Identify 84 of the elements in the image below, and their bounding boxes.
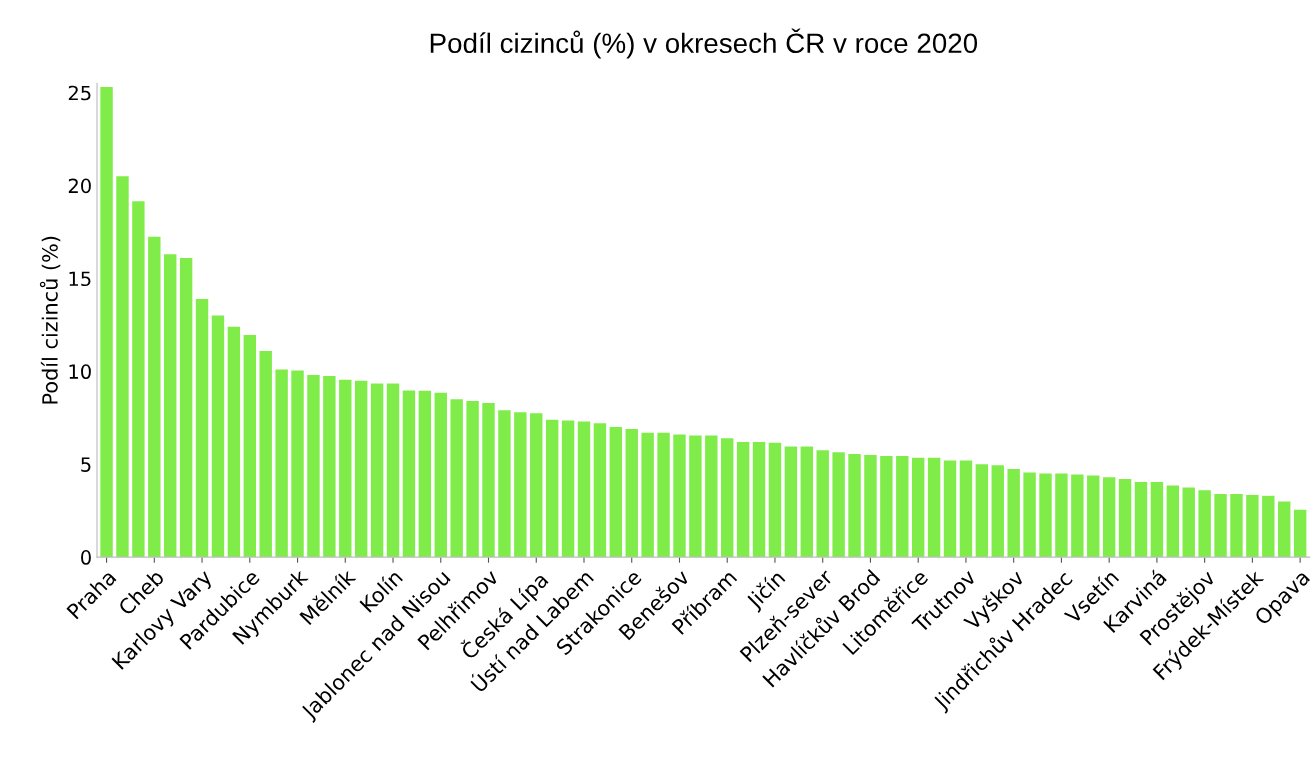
bar xyxy=(1166,485,1180,558)
bar xyxy=(561,420,575,558)
bar xyxy=(323,375,336,558)
bar xyxy=(864,454,877,558)
y-tick-label: 20 xyxy=(68,178,91,194)
bar xyxy=(1039,473,1052,558)
bar xyxy=(1150,481,1164,558)
bar xyxy=(1182,487,1195,558)
bar xyxy=(339,379,352,558)
bar xyxy=(736,441,750,558)
bar xyxy=(1055,473,1068,558)
bar xyxy=(1278,501,1291,558)
bar xyxy=(434,392,447,558)
bar xyxy=(768,442,782,558)
bar xyxy=(848,454,861,558)
bar xyxy=(721,438,734,558)
bar xyxy=(370,383,384,558)
y-axis-title: Podíl cizinců (%) xyxy=(39,236,61,404)
bar xyxy=(243,335,256,558)
bar xyxy=(927,457,941,558)
bar xyxy=(1087,475,1100,558)
bar xyxy=(259,350,272,558)
bar xyxy=(1262,495,1275,558)
bar xyxy=(911,457,925,558)
bar xyxy=(386,383,400,558)
bar xyxy=(164,254,177,558)
bar xyxy=(832,452,845,558)
y-tick-label: 15 xyxy=(69,271,91,287)
bar xyxy=(132,201,145,558)
bar xyxy=(657,432,670,558)
bar xyxy=(593,423,607,558)
bar xyxy=(418,390,432,558)
bar xyxy=(625,428,638,558)
bar xyxy=(943,460,957,558)
bar xyxy=(800,446,813,558)
bar xyxy=(1293,509,1307,558)
y-tick-label: 5 xyxy=(81,457,91,472)
bar xyxy=(466,401,479,558)
bar xyxy=(689,435,702,558)
bar xyxy=(211,315,225,558)
bar xyxy=(784,446,798,558)
bar xyxy=(275,369,288,558)
bar xyxy=(116,176,129,558)
chart-title: Podíl cizinců (%) v okresech ČR v roce 2020 xyxy=(430,28,978,59)
bar xyxy=(402,390,416,558)
bar xyxy=(514,412,527,558)
bar xyxy=(195,298,209,558)
bar xyxy=(673,434,686,558)
bar xyxy=(227,326,241,558)
bar xyxy=(179,258,193,558)
bar xyxy=(896,456,909,558)
bar xyxy=(959,460,973,558)
bar xyxy=(148,236,161,558)
bar xyxy=(1198,490,1211,558)
bar xyxy=(482,402,495,558)
bar xyxy=(1230,493,1243,558)
bar xyxy=(354,380,368,558)
y-tick-label: 0 xyxy=(81,550,91,565)
bar xyxy=(1118,479,1132,558)
bar xyxy=(752,441,766,558)
bar xyxy=(1007,468,1020,558)
bar xyxy=(1023,472,1036,558)
bar xyxy=(816,450,829,558)
bar xyxy=(1214,493,1227,558)
bar xyxy=(450,399,463,558)
bar xyxy=(545,419,559,558)
bar xyxy=(1246,494,1259,558)
bar xyxy=(498,410,511,558)
bar xyxy=(100,87,113,558)
y-tick-label: 25 xyxy=(68,85,91,101)
bar xyxy=(705,435,718,558)
bar xyxy=(291,370,304,558)
bar xyxy=(1071,474,1084,558)
bar xyxy=(609,427,623,558)
bar xyxy=(577,421,591,558)
y-tick-label: 10 xyxy=(69,364,91,380)
bar xyxy=(530,413,543,558)
bar xyxy=(975,464,989,558)
bar xyxy=(1134,481,1148,558)
bar xyxy=(641,432,654,558)
bar xyxy=(880,455,893,558)
bar xyxy=(991,465,1004,558)
bar xyxy=(307,375,320,558)
bar xyxy=(1102,477,1116,558)
